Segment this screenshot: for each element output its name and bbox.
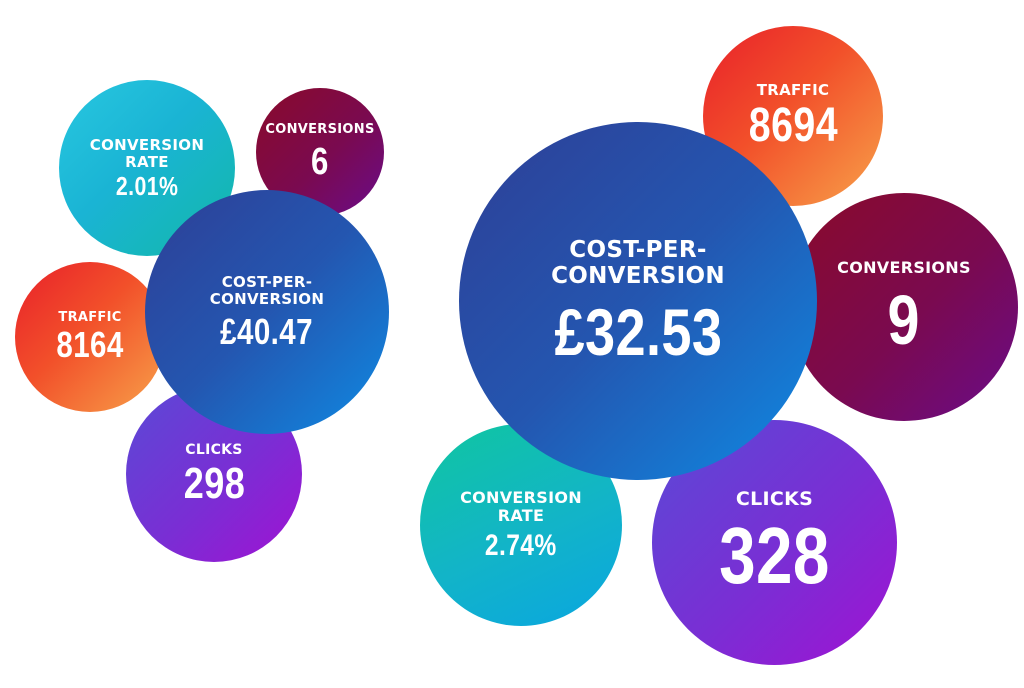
right-conversions-label: CONVERSIONS bbox=[837, 257, 971, 277]
left-cost-per-conversion-bubble: COST-PER- CONVERSION £40.47 bbox=[145, 190, 389, 434]
left-traffic-bubble: TRAFFIC 8164 bbox=[15, 262, 165, 412]
left-clicks-value: 298 bbox=[183, 459, 245, 509]
right-cost-per-conversion-bubble: COST-PER- CONVERSION £32.53 bbox=[459, 122, 817, 480]
right-traffic-value: 8694 bbox=[748, 98, 838, 152]
left-conversion-rate-bubble: CONVERSION RATE 2.01% bbox=[59, 80, 235, 256]
right-conversion-rate-label: CONVERSION RATE bbox=[460, 487, 582, 525]
left-conversion-rate-label: CONVERSION RATE bbox=[89, 135, 205, 171]
left-traffic-label: TRAFFIC bbox=[58, 309, 122, 325]
right-conversions-bubble: CONVERSIONS 9 bbox=[790, 193, 1018, 421]
left-cost-per-conversion-label: COST-PER- CONVERSION bbox=[209, 272, 325, 308]
left-traffic-value: 8164 bbox=[56, 324, 124, 366]
right-clicks-label: CLICKS bbox=[735, 487, 814, 510]
right-conversion-rate-value: 2.74% bbox=[485, 529, 557, 563]
right-traffic-label: TRAFFIC bbox=[756, 81, 830, 100]
left-cost-per-conversion-value: £40.47 bbox=[220, 311, 314, 353]
left-conversion-rate-value: 2.01% bbox=[115, 171, 179, 202]
right-clicks-value: 328 bbox=[719, 511, 830, 601]
right-clicks-bubble: CLICKS 328 bbox=[652, 420, 897, 665]
left-conversions-label: CONVERSIONS bbox=[265, 121, 375, 137]
left-conversions-value: 6 bbox=[311, 141, 329, 184]
right-cost-per-conversion-label: COST-PER- CONVERSION bbox=[551, 236, 725, 289]
right-conversions-value: 9 bbox=[887, 281, 921, 360]
left-clicks-label: CLICKS bbox=[185, 441, 243, 458]
right-cost-per-conversion-value: £32.53 bbox=[554, 295, 722, 370]
